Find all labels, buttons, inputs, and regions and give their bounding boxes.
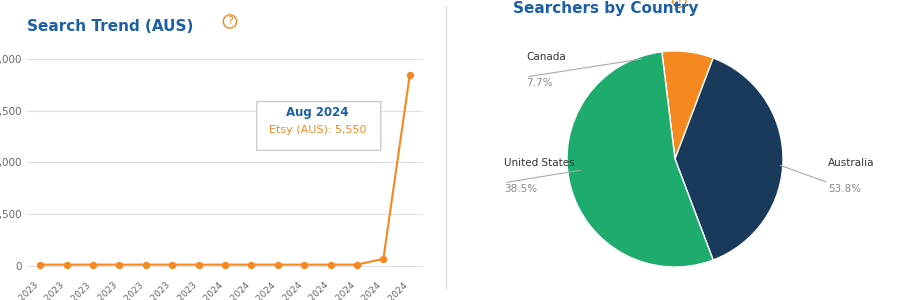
Text: Canada: Canada bbox=[526, 52, 566, 62]
Point bbox=[244, 262, 258, 267]
Point bbox=[192, 262, 206, 267]
Text: 53.8%: 53.8% bbox=[828, 184, 861, 194]
Text: Australia: Australia bbox=[828, 158, 875, 168]
Point bbox=[139, 262, 153, 267]
Wedge shape bbox=[675, 58, 783, 260]
Point bbox=[350, 262, 365, 267]
Text: ?: ? bbox=[227, 16, 233, 26]
FancyBboxPatch shape bbox=[256, 101, 381, 150]
Point bbox=[86, 262, 100, 267]
Point bbox=[33, 262, 48, 267]
Text: ?: ? bbox=[677, 0, 682, 6]
Point bbox=[271, 262, 285, 267]
Text: Searchers by Country: Searchers by Country bbox=[513, 1, 698, 16]
Point bbox=[59, 262, 74, 267]
Text: 38.5%: 38.5% bbox=[504, 184, 537, 194]
Wedge shape bbox=[567, 52, 713, 267]
Text: Etsy (AUS): 5,550: Etsy (AUS): 5,550 bbox=[268, 124, 366, 135]
Point bbox=[218, 262, 232, 267]
Text: United States: United States bbox=[504, 158, 575, 168]
Text: 7.7%: 7.7% bbox=[526, 78, 553, 88]
Point bbox=[402, 72, 417, 77]
Point bbox=[165, 262, 179, 267]
Point bbox=[112, 262, 127, 267]
Text: Search Trend (AUS): Search Trend (AUS) bbox=[27, 19, 194, 34]
Wedge shape bbox=[662, 51, 713, 159]
Point bbox=[323, 262, 338, 267]
Point bbox=[297, 262, 311, 267]
Point bbox=[376, 256, 391, 261]
Text: Aug 2024: Aug 2024 bbox=[286, 106, 348, 119]
